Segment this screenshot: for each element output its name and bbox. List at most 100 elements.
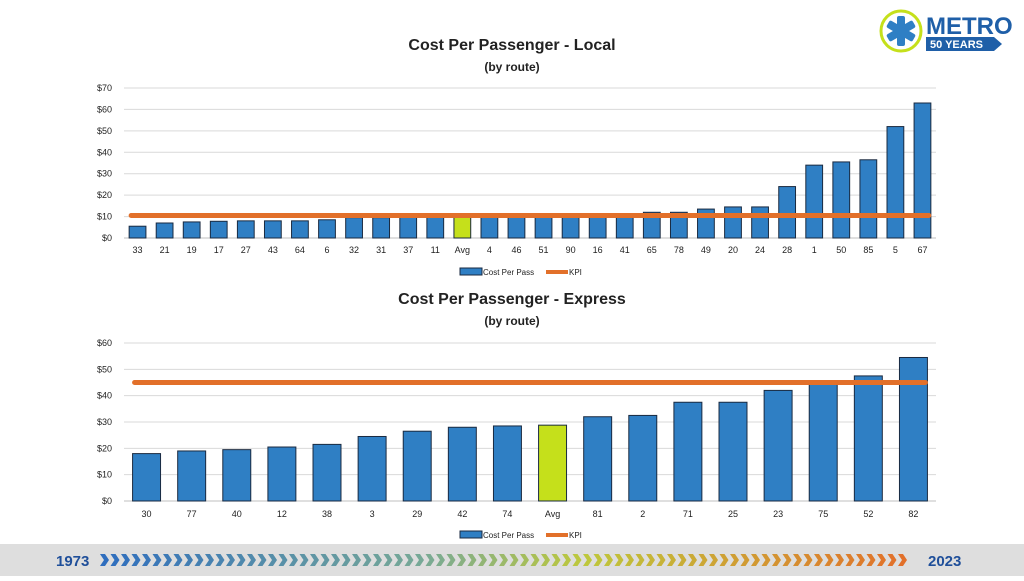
chevron-arrow-icon [719, 554, 729, 566]
bar [209, 220, 228, 239]
y-tick-label: $0 [102, 496, 112, 506]
y-tick-label: $50 [97, 364, 112, 374]
legend-label-bar: Cost Per Pass [483, 268, 534, 277]
bar [291, 220, 309, 239]
bar [763, 389, 793, 502]
chevron-arrow-icon [520, 554, 529, 566]
y-tick-label: $40 [97, 147, 112, 157]
bar [913, 102, 932, 239]
chevron-arrow-icon [835, 554, 844, 566]
x-tick-label: Avg [545, 509, 560, 519]
bar-average [538, 424, 568, 502]
chevron-arrow-icon [142, 554, 151, 566]
chevron-arrow-icon [877, 554, 886, 566]
chevron-arrow-icon [320, 554, 330, 566]
x-tick-label: 75 [818, 509, 828, 519]
chevron-arrow-icon [898, 554, 907, 566]
chevron-arrow-icon [331, 554, 340, 566]
chevron-arrow-icon [194, 554, 204, 566]
bar [859, 159, 878, 239]
chevron-arrow-icon [352, 554, 361, 566]
y-tick-label: $60 [97, 338, 112, 348]
x-tick-label: 30 [142, 509, 152, 519]
bar [222, 449, 252, 502]
chevron-arrow-icon [782, 554, 792, 566]
y-tick-label: $20 [97, 190, 112, 200]
x-tick-label: 24 [755, 245, 765, 255]
chevron-arrow-icon [457, 554, 466, 566]
chevron-arrow-icon [446, 554, 456, 566]
chevron-arrow-icon [866, 554, 876, 566]
chevron-arrow-icon [488, 554, 498, 566]
bar [507, 215, 526, 239]
chevron-arrow-icon [793, 554, 802, 566]
x-tick-label: 71 [683, 509, 693, 519]
x-tick-label: 23 [773, 509, 783, 519]
bar [808, 382, 838, 502]
x-tick-label: 50 [836, 245, 846, 255]
chevron-arrow-icon [740, 554, 750, 566]
chevron-arrow-icon [751, 554, 760, 566]
chevron-arrow-icon [257, 554, 267, 566]
x-tick-label: 33 [133, 245, 143, 255]
chevron-arrow-icon [310, 554, 319, 566]
bar [357, 435, 387, 502]
chevron-arrow-icon [551, 554, 561, 566]
chevron-arrow-icon [121, 554, 130, 566]
x-tick-label: 51 [539, 245, 549, 255]
x-tick-label: 1 [812, 245, 817, 255]
y-tick-label: $60 [97, 104, 112, 114]
x-tick-label: 2 [640, 509, 645, 519]
chevron-arrow-icon [730, 554, 739, 566]
x-tick-label: 6 [324, 245, 329, 255]
bar [718, 401, 748, 502]
chevron-arrow-icon [436, 554, 445, 566]
bar [132, 453, 162, 502]
x-tick-label: 37 [403, 245, 413, 255]
bar [345, 217, 363, 239]
bar [402, 430, 432, 502]
y-tick-label: $10 [97, 212, 112, 222]
chevron-arrow-icon [247, 554, 256, 566]
bar [642, 211, 661, 239]
chevron-arrow-icon [373, 554, 382, 566]
star-of-life-icon [886, 16, 916, 46]
chevron-arrow-icon [614, 554, 624, 566]
footer-timeline: 1973 2023 [0, 544, 1024, 576]
bar [751, 206, 769, 239]
legend-label-bar: Cost Per Pass [483, 531, 534, 540]
x-tick-label: 25 [728, 509, 738, 519]
chevron-arrow-icon [499, 554, 508, 566]
chevron-arrow-icon [646, 554, 655, 566]
bar-average [453, 215, 472, 239]
bar [426, 216, 445, 239]
x-tick-label: 77 [187, 509, 197, 519]
chevron-arrow-icon [677, 554, 687, 566]
x-tick-label: 11 [431, 245, 440, 255]
x-tick-label: 29 [412, 509, 422, 519]
y-tick-label: $10 [97, 470, 112, 480]
chevron-arrow-icon [404, 554, 414, 566]
chevron-arrow-icon [394, 554, 403, 566]
chevron-arrow-icon [226, 554, 235, 566]
chevron-arrow-icon [100, 554, 109, 566]
chevron-arrow-icon [625, 554, 634, 566]
chevron-arrow-icon [772, 554, 781, 566]
chevron-arrow-icon [562, 554, 571, 566]
chevron-arrow-icon [110, 554, 120, 566]
x-tick-label: 85 [863, 245, 873, 255]
bar [263, 220, 282, 239]
bar [318, 219, 336, 239]
metro-logo: METRO 50 YEARS [878, 8, 1018, 54]
express-chart-subtitle: (by route) [484, 314, 540, 328]
y-tick-label: $50 [97, 126, 112, 136]
bar [236, 220, 255, 239]
x-tick-label: 42 [457, 509, 467, 519]
chevron-arrow-icon [215, 554, 225, 566]
logo-tagline: 50 YEARS [930, 39, 983, 51]
chevron-arrow-icon [509, 554, 519, 566]
chevron-arrow-icon [824, 554, 834, 566]
bar [832, 161, 851, 239]
chevron-arrow-icon [656, 554, 666, 566]
chevron-arrow-icon [530, 554, 540, 566]
